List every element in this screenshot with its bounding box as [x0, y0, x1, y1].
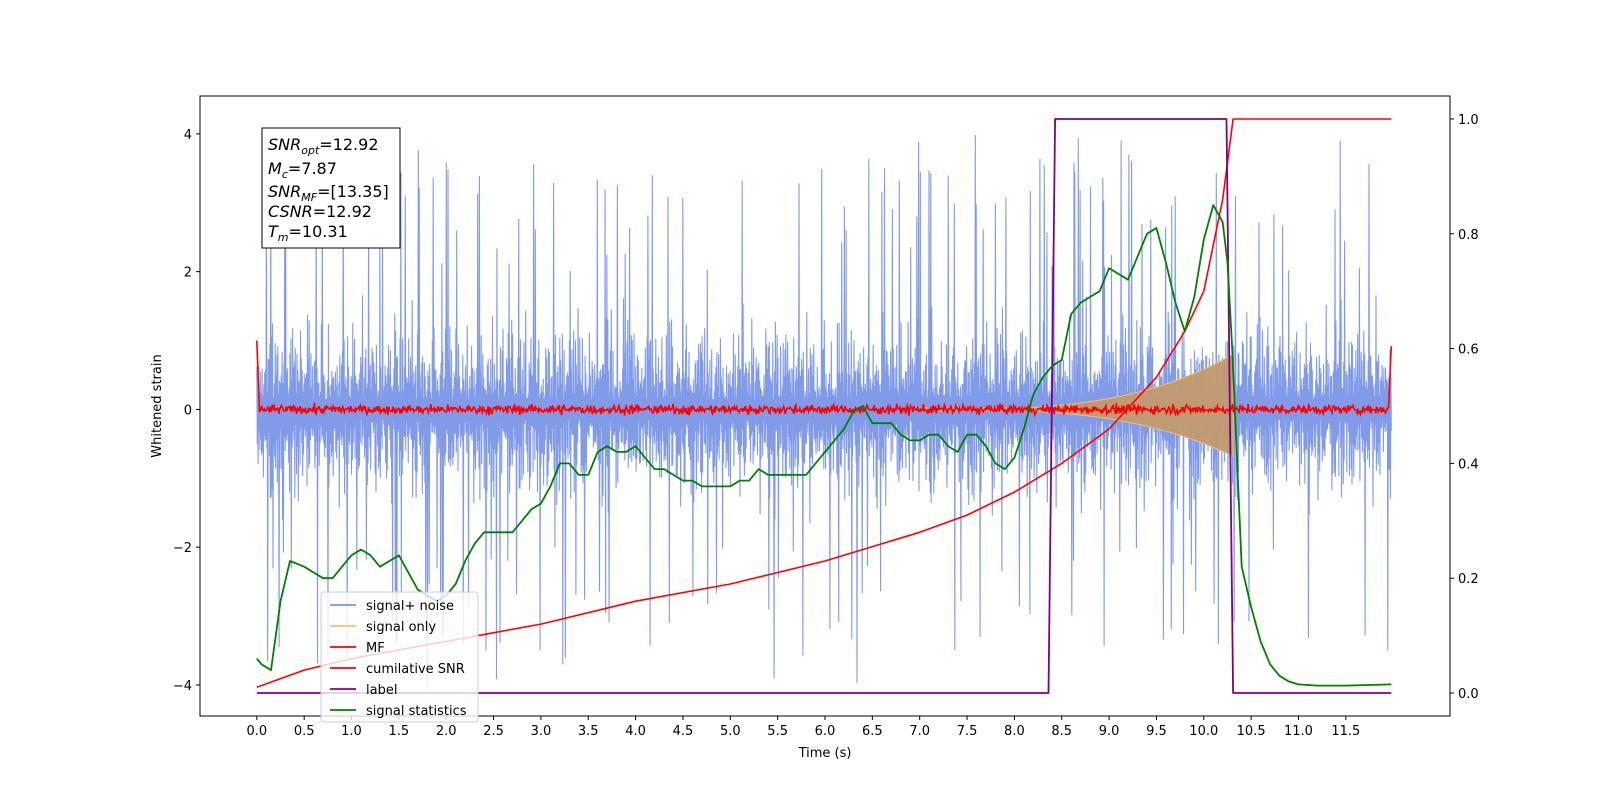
x-tick-label: 2.0 [436, 724, 457, 739]
y2-tick-label: 1.0 [1458, 113, 1479, 128]
legend-frame [320, 591, 479, 723]
x-tick-label: 10.0 [1189, 724, 1218, 739]
legend-label: MF [366, 641, 385, 656]
y-axis-ticks: −4 −2 0 2 4 [173, 128, 200, 694]
legend: signal+ noise signal only MF cumilative SNR… [320, 591, 479, 723]
x-tick-label: 7.5 [957, 724, 978, 739]
x-tick-label: 4.0 [625, 724, 646, 739]
x-tick-label: 5.5 [767, 724, 788, 739]
series-mf [256, 340, 1393, 418]
legend-label: cumilative SNR [366, 662, 465, 677]
x-tick-label: 4.5 [673, 724, 694, 739]
annotation-snr-mf: SNRMF=[13.35] [268, 182, 389, 204]
legend-label: signal only [366, 620, 436, 635]
y2-tick-label: 0.0 [1458, 687, 1479, 702]
annotation-tm: Tm=10.31 [268, 222, 348, 244]
y2-tick-label: 0.4 [1458, 457, 1479, 472]
y2-tick-label: 0.8 [1458, 228, 1479, 243]
x-tick-label: 7.0 [909, 724, 930, 739]
x-tick-label: 1.0 [341, 724, 362, 739]
annotation-box: SNRopt=12.92 Mc=7.87 SNRMF=[13.35] CSNR=… [261, 127, 401, 249]
y2-axis-ticks: 0.0 0.2 0.4 0.6 0.8 1.0 [1450, 113, 1479, 702]
x-axis-label: Time (s) [798, 746, 852, 761]
x-tick-label: 10.5 [1237, 724, 1266, 739]
x-axis-ticks: 0.0 0.5 1.0 1.5 2.0 2.5 3.0 3.5 4.0 4.5 5.0 5.5 6.0 6… [246, 716, 1360, 739]
x-tick-label: 3.0 [531, 724, 552, 739]
x-tick-label: 11.5 [1331, 724, 1360, 739]
x-tick-label: 3.5 [578, 724, 599, 739]
x-tick-label: 1.5 [389, 724, 410, 739]
x-tick-label: 8.5 [1051, 724, 1072, 739]
x-tick-label: 6.0 [815, 724, 836, 739]
y-tick-label: −4 [173, 679, 192, 694]
legend-label: signal+ noise [366, 599, 454, 614]
y-tick-label: 0 [184, 403, 192, 418]
x-tick-label: 9.0 [1099, 724, 1120, 739]
annotation-csnr: CSNR=12.92 [268, 202, 372, 221]
y2-tick-label: 0.2 [1458, 572, 1479, 587]
x-tick-label: 5.0 [720, 724, 741, 739]
x-tick-label: 8.0 [1004, 724, 1025, 739]
y-axis-label: Whitened strain [150, 354, 165, 457]
x-tick-label: 0.0 [246, 724, 267, 739]
x-tick-label: 9.5 [1146, 724, 1167, 739]
legend-label: label [366, 683, 397, 698]
series-label [256, 118, 1392, 694]
y2-tick-label: 0.6 [1458, 343, 1479, 358]
x-tick-label: 2.5 [483, 724, 504, 739]
y-tick-label: 2 [184, 266, 192, 281]
annotation-snr-opt: SNRopt=12.92 [268, 135, 379, 157]
annotation-frame [261, 127, 401, 249]
y-tick-label: −2 [173, 541, 192, 556]
y-tick-label: 4 [184, 128, 192, 143]
legend-label: signal statistics [366, 704, 467, 719]
series-signal-noise [256, 134, 1392, 690]
x-tick-label: 6.5 [862, 724, 883, 739]
x-tick-label: 11.0 [1284, 724, 1313, 739]
x-tick-label: 0.5 [294, 724, 315, 739]
annotation-mc: Mc=7.87 [268, 159, 337, 181]
